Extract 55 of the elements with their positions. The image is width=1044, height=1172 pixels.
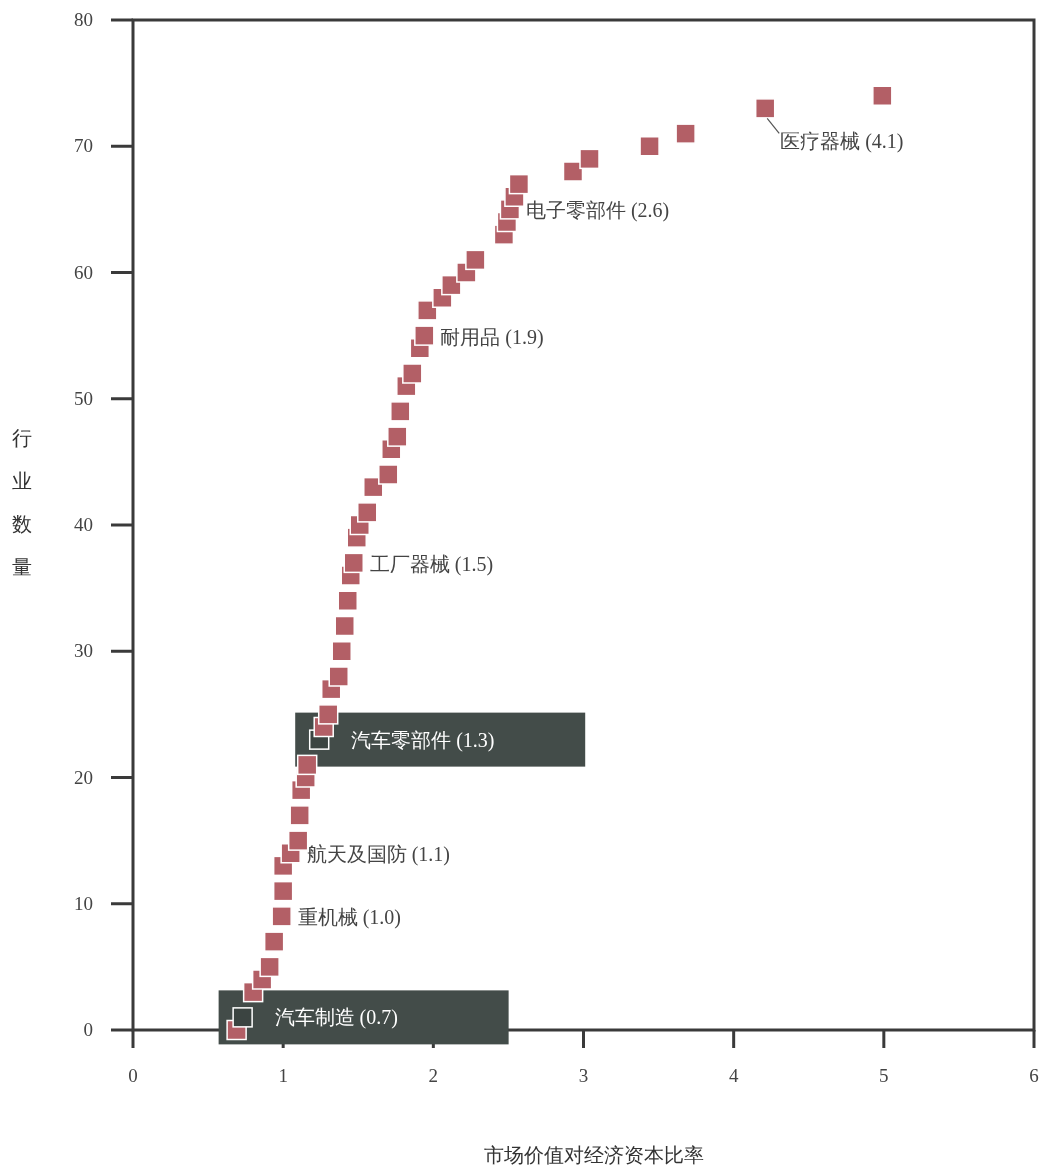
annotation: 工厂器械 (1.5) [369, 552, 494, 576]
point [508, 173, 530, 195]
x-tick-label: 5 [879, 1065, 889, 1086]
point [337, 590, 358, 611]
y-tick-label: 50 [74, 387, 93, 409]
y-tick-label: 40 [74, 514, 93, 535]
point [317, 704, 339, 725]
x-tick-label: 6 [1029, 1065, 1039, 1086]
x-tick-label: 0 [128, 1065, 138, 1086]
annotation: 汽车零部件 (1.3) [351, 728, 495, 752]
x-axis-title: 市场价值对经济资本比率 [483, 1144, 704, 1166]
point [259, 956, 280, 978]
x-tick-label: 2 [428, 1065, 439, 1086]
y-tick-label: 20 [74, 766, 93, 788]
annotation: 耐用品 (1.9) [440, 325, 544, 349]
y-tick-label: 0 [83, 1019, 93, 1040]
point [232, 1007, 253, 1028]
point [417, 300, 438, 321]
y-tick-label: 70 [74, 135, 93, 157]
y-tick-label: 80 [74, 9, 93, 30]
annotation: 电子零部件 (2.6) [525, 199, 670, 223]
y-axis-title: 行业数量 [12, 427, 32, 578]
point [263, 931, 285, 952]
point [296, 754, 318, 776]
point [331, 641, 352, 662]
point [639, 136, 660, 157]
x-tick-label: 3 [578, 1065, 589, 1086]
point [343, 552, 364, 574]
point [872, 85, 893, 106]
point [271, 906, 292, 927]
point [328, 666, 349, 687]
annotation: 汽车制造 (0.7) [274, 1006, 398, 1030]
y-tick-label: 10 [74, 892, 93, 914]
point [414, 325, 435, 346]
y-tick-label: 60 [74, 261, 93, 283]
point [562, 161, 584, 182]
point [579, 148, 600, 170]
point [402, 363, 423, 384]
y-tick-label: 30 [74, 640, 93, 662]
point [390, 401, 411, 422]
point [754, 98, 776, 119]
point [387, 426, 408, 447]
point [357, 502, 378, 523]
point [465, 249, 486, 271]
point [272, 880, 294, 902]
annotation: 航天及国防 (1.1) [306, 843, 450, 867]
x-tick-label: 1 [278, 1065, 288, 1086]
point [334, 615, 355, 637]
point [378, 464, 399, 485]
x-tick-label: 4 [728, 1065, 739, 1086]
point [287, 830, 309, 851]
point [289, 805, 310, 826]
annotation: 重机械 (1.0) [297, 906, 401, 930]
annotation: 医疗器械 (4.1) [780, 130, 904, 154]
point [675, 123, 696, 144]
